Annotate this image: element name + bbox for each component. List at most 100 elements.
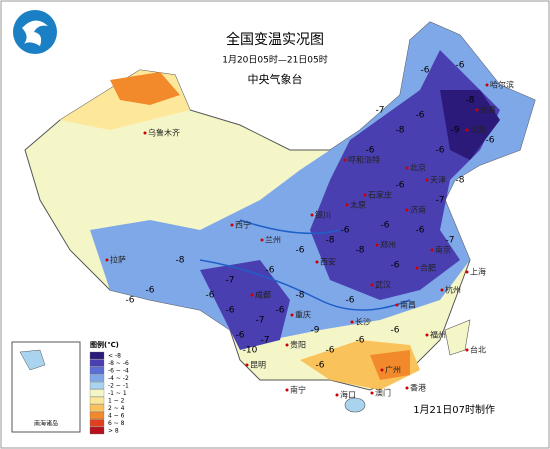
station-value: -6 xyxy=(206,291,215,301)
city-label: 沈阳 xyxy=(470,125,486,135)
city-dot xyxy=(345,203,349,207)
city-label: 广州 xyxy=(385,365,401,375)
station-value: -6 xyxy=(416,226,425,236)
station-value: -8 xyxy=(326,236,335,246)
legend-label: -6 ~ -4 xyxy=(108,368,129,375)
station-values: -6 -6-8-6-9-6-8-7-6-6-7-6-8-6-6-7-6-8-6-6… xyxy=(126,61,495,371)
station-value: -6 xyxy=(296,246,305,256)
city-dot xyxy=(380,368,384,372)
station-value: -6 xyxy=(346,296,355,306)
station-value: -8 xyxy=(356,246,365,256)
station-value: -8 xyxy=(466,96,475,106)
station-value: -6 xyxy=(226,306,235,316)
city-dot xyxy=(405,166,409,170)
legend-label: -4 ~ -2 xyxy=(108,375,129,382)
city-label: 南京 xyxy=(435,245,451,255)
city-label: 长春 xyxy=(480,105,496,115)
city-label: 海口 xyxy=(340,390,356,400)
legend-label: 2 ~ 4 xyxy=(108,405,125,412)
city-dot xyxy=(230,223,234,227)
city-dot xyxy=(370,391,374,395)
city-dot xyxy=(285,388,289,392)
city-label: 石家庄 xyxy=(368,190,392,200)
inset-label: 南海诸岛 xyxy=(34,420,58,428)
station-value: -9 xyxy=(451,126,460,136)
city-label: 香港 xyxy=(410,383,426,393)
agency: 中央气象台 xyxy=(248,72,303,86)
city-dot xyxy=(430,248,434,252)
city-label: 杭州 xyxy=(445,285,461,295)
legend-label: -2 ~ -1 xyxy=(108,383,129,390)
city-label: 南昌 xyxy=(400,300,416,310)
station-value: -6 xyxy=(456,61,465,71)
station-value: -6 xyxy=(421,66,430,76)
station-value: -9 xyxy=(311,326,320,336)
station-value: -6 xyxy=(316,361,325,371)
city-label: 重庆 xyxy=(295,310,311,320)
legend-swatch xyxy=(89,404,105,412)
city-dot xyxy=(465,270,469,274)
city-label: 银川 xyxy=(315,210,331,220)
legend-swatch xyxy=(89,411,105,420)
city-dot xyxy=(465,348,469,352)
station-value: -6 xyxy=(366,146,375,156)
station-value: -6 xyxy=(391,261,400,271)
city-dot xyxy=(375,243,379,247)
station-value: -6 xyxy=(276,306,285,316)
city-label: 郑州 xyxy=(380,240,396,250)
city-label: 北京 xyxy=(410,163,426,173)
inset xyxy=(11,341,81,433)
city-dot xyxy=(285,343,289,347)
station-value: -6 xyxy=(266,266,275,276)
city-dot xyxy=(315,260,319,264)
station-value: -6 xyxy=(396,181,405,191)
city-label: 澳门 xyxy=(375,388,391,398)
city-label: 台北 xyxy=(470,345,486,355)
city-dot xyxy=(485,83,489,87)
city-dot xyxy=(465,128,469,132)
legend-swatch xyxy=(89,389,105,397)
city-label: 拉萨 xyxy=(110,255,126,265)
legend-label: 1 ~ 2 xyxy=(108,398,125,405)
city-dot xyxy=(363,193,367,197)
station-value: -6 xyxy=(381,221,390,231)
legend: < -8-8 ~ -6-6 ~ -4-4 ~ -2-2 ~ -1-1 ~ 11 … xyxy=(89,351,129,435)
legend-swatch xyxy=(89,381,105,390)
station-value: -6 xyxy=(416,111,425,121)
legend-label: < -8 xyxy=(108,353,121,360)
city-label: 武汉 xyxy=(375,280,391,290)
legend-title: 图例(℃) xyxy=(90,340,119,349)
city-dot xyxy=(310,213,314,217)
station-value: -8 xyxy=(396,126,405,136)
legend-label: -8 ~ -6 xyxy=(108,360,129,367)
legend-label: -1 ~ 1 xyxy=(108,390,127,397)
city-dot xyxy=(395,303,399,307)
legend-swatch xyxy=(89,374,105,382)
station-value: -7 xyxy=(261,336,270,346)
city-label: 昆明 xyxy=(250,361,266,370)
city-label: 乌鲁木齐 xyxy=(148,128,180,138)
city-label: 福州 xyxy=(430,331,446,340)
city-label: 贵阳 xyxy=(290,340,306,350)
city-label: 南宁 xyxy=(290,385,306,395)
station-value: -7 xyxy=(256,316,265,326)
station-value: -8 xyxy=(456,176,465,186)
city-dot xyxy=(440,288,444,292)
city-label: 西宁 xyxy=(235,220,251,230)
city-label: 上海 xyxy=(470,267,486,277)
logo xyxy=(13,10,57,54)
city-dot xyxy=(105,258,109,262)
station-value: -8 xyxy=(296,291,305,301)
city-dot xyxy=(290,313,294,317)
station-value: -6 xyxy=(326,346,335,356)
city-label: 成都 xyxy=(255,290,271,300)
city-dot xyxy=(475,108,479,112)
city-label: 西安 xyxy=(320,257,336,267)
city-dot xyxy=(415,266,419,270)
city-label: 兰州 xyxy=(265,235,281,245)
city-label: 哈尔滨 xyxy=(490,80,514,90)
station-value: -10 xyxy=(243,346,258,356)
city-label: 长沙 xyxy=(355,317,371,327)
